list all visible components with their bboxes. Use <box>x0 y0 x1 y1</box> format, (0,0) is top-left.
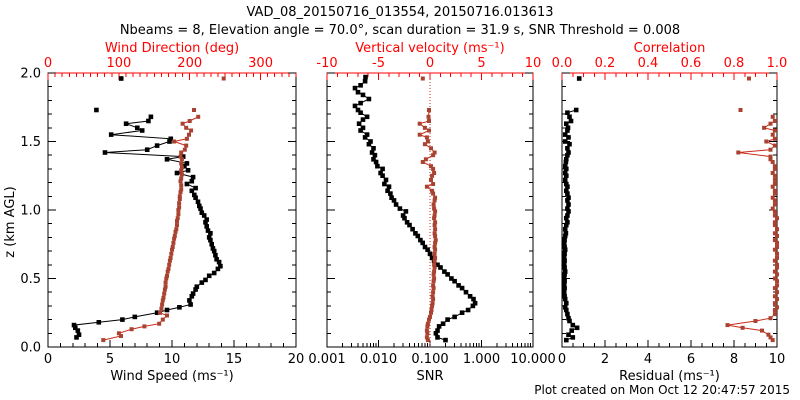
residual-axes: 0 2 4 6 8 10 Residual (ms⁻¹) 0.0 0.2 0.4 0.6 0.8 1.0… <box>552 41 788 384</box>
vertical-velocity-series <box>417 76 438 343</box>
svg-text:20: 20 <box>288 352 305 367</box>
residual-panel: 0 2 4 6 8 10 Residual (ms⁻¹) 0.0 0.2 0.4 0.6 0.8 1.0… <box>552 41 788 384</box>
svg-text:0: 0 <box>558 352 566 367</box>
wind-speed-series <box>71 76 223 340</box>
svg-text:5: 5 <box>477 56 485 71</box>
plot-title: VAD_08_20150716_013554, 20150716.013613 <box>246 5 554 20</box>
svg-text:-5: -5 <box>372 56 385 71</box>
svg-text:0.001: 0.001 <box>308 352 345 367</box>
creation-timestamp: Plot created on Mon Oct 12 20:47:57 2015 <box>534 383 790 397</box>
svg-text:0.100: 0.100 <box>411 352 448 367</box>
plot-subtitle: Nbeams = 8, Elevation angle = 70.0°, sca… <box>119 23 681 38</box>
correlation-series <box>725 76 779 343</box>
svg-text:0: 0 <box>426 56 434 71</box>
svg-text:15: 15 <box>226 352 243 367</box>
svg-text:10: 10 <box>769 352 786 367</box>
svg-text:0.0: 0.0 <box>552 56 573 71</box>
wind-direction-series <box>101 76 226 343</box>
svg-text:10.000: 10.000 <box>510 352 556 367</box>
svg-text:0: 0 <box>44 56 52 71</box>
svg-text:0.010: 0.010 <box>360 352 397 367</box>
svg-text:2.0: 2.0 <box>20 67 41 82</box>
svg-text:0: 0 <box>44 352 52 367</box>
svg-text:2: 2 <box>601 352 609 367</box>
svg-text:1.5: 1.5 <box>20 135 41 150</box>
svg-text:1.0: 1.0 <box>20 204 41 219</box>
svg-text:0.4: 0.4 <box>638 56 659 71</box>
svg-text:-10: -10 <box>316 56 337 71</box>
snr-axes: 0.001 0.010 0.100 1.000 10.000 SNR -10 -5 0 5 10 Ve… <box>308 41 555 384</box>
svg-text:8: 8 <box>730 352 738 367</box>
snr-panel: 0.001 0.010 0.100 1.000 10.000 SNR -10 -5 0 5 10 Ve… <box>308 41 555 384</box>
svg-text:0.5: 0.5 <box>20 272 41 287</box>
svg-text:300: 300 <box>248 56 273 71</box>
svg-text:0.2: 0.2 <box>595 56 616 71</box>
wind-bottom-axis-title: Wind Speed (ms⁻¹) <box>110 369 233 384</box>
snr-top-axis-title: Vertical velocity (ms⁻¹) <box>355 41 504 56</box>
snr-profile-series <box>352 74 478 343</box>
svg-text:1.0: 1.0 <box>767 56 788 71</box>
wind-top-axis-title: Wind Direction (deg) <box>105 41 239 56</box>
svg-text:10: 10 <box>525 56 542 71</box>
snr-bottom-axis-title: SNR <box>416 369 443 384</box>
residual-bottom-axis-title: Residual (ms⁻¹) <box>619 369 720 384</box>
svg-text:0.6: 0.6 <box>681 56 702 71</box>
residual-top-axis-title: Correlation <box>634 41 706 56</box>
y-axis-title: z (km AGL) <box>3 186 18 257</box>
svg-text:200: 200 <box>177 56 202 71</box>
svg-text:0.8: 0.8 <box>724 56 745 71</box>
svg-text:6: 6 <box>687 352 695 367</box>
svg-text:0.0: 0.0 <box>20 341 41 356</box>
svg-text:5: 5 <box>106 352 114 367</box>
svg-text:10: 10 <box>164 352 181 367</box>
svg-text:1.000: 1.000 <box>463 352 500 367</box>
svg-text:100: 100 <box>106 56 131 71</box>
svg-text:4: 4 <box>644 352 652 367</box>
residual-profile-series <box>561 76 582 343</box>
